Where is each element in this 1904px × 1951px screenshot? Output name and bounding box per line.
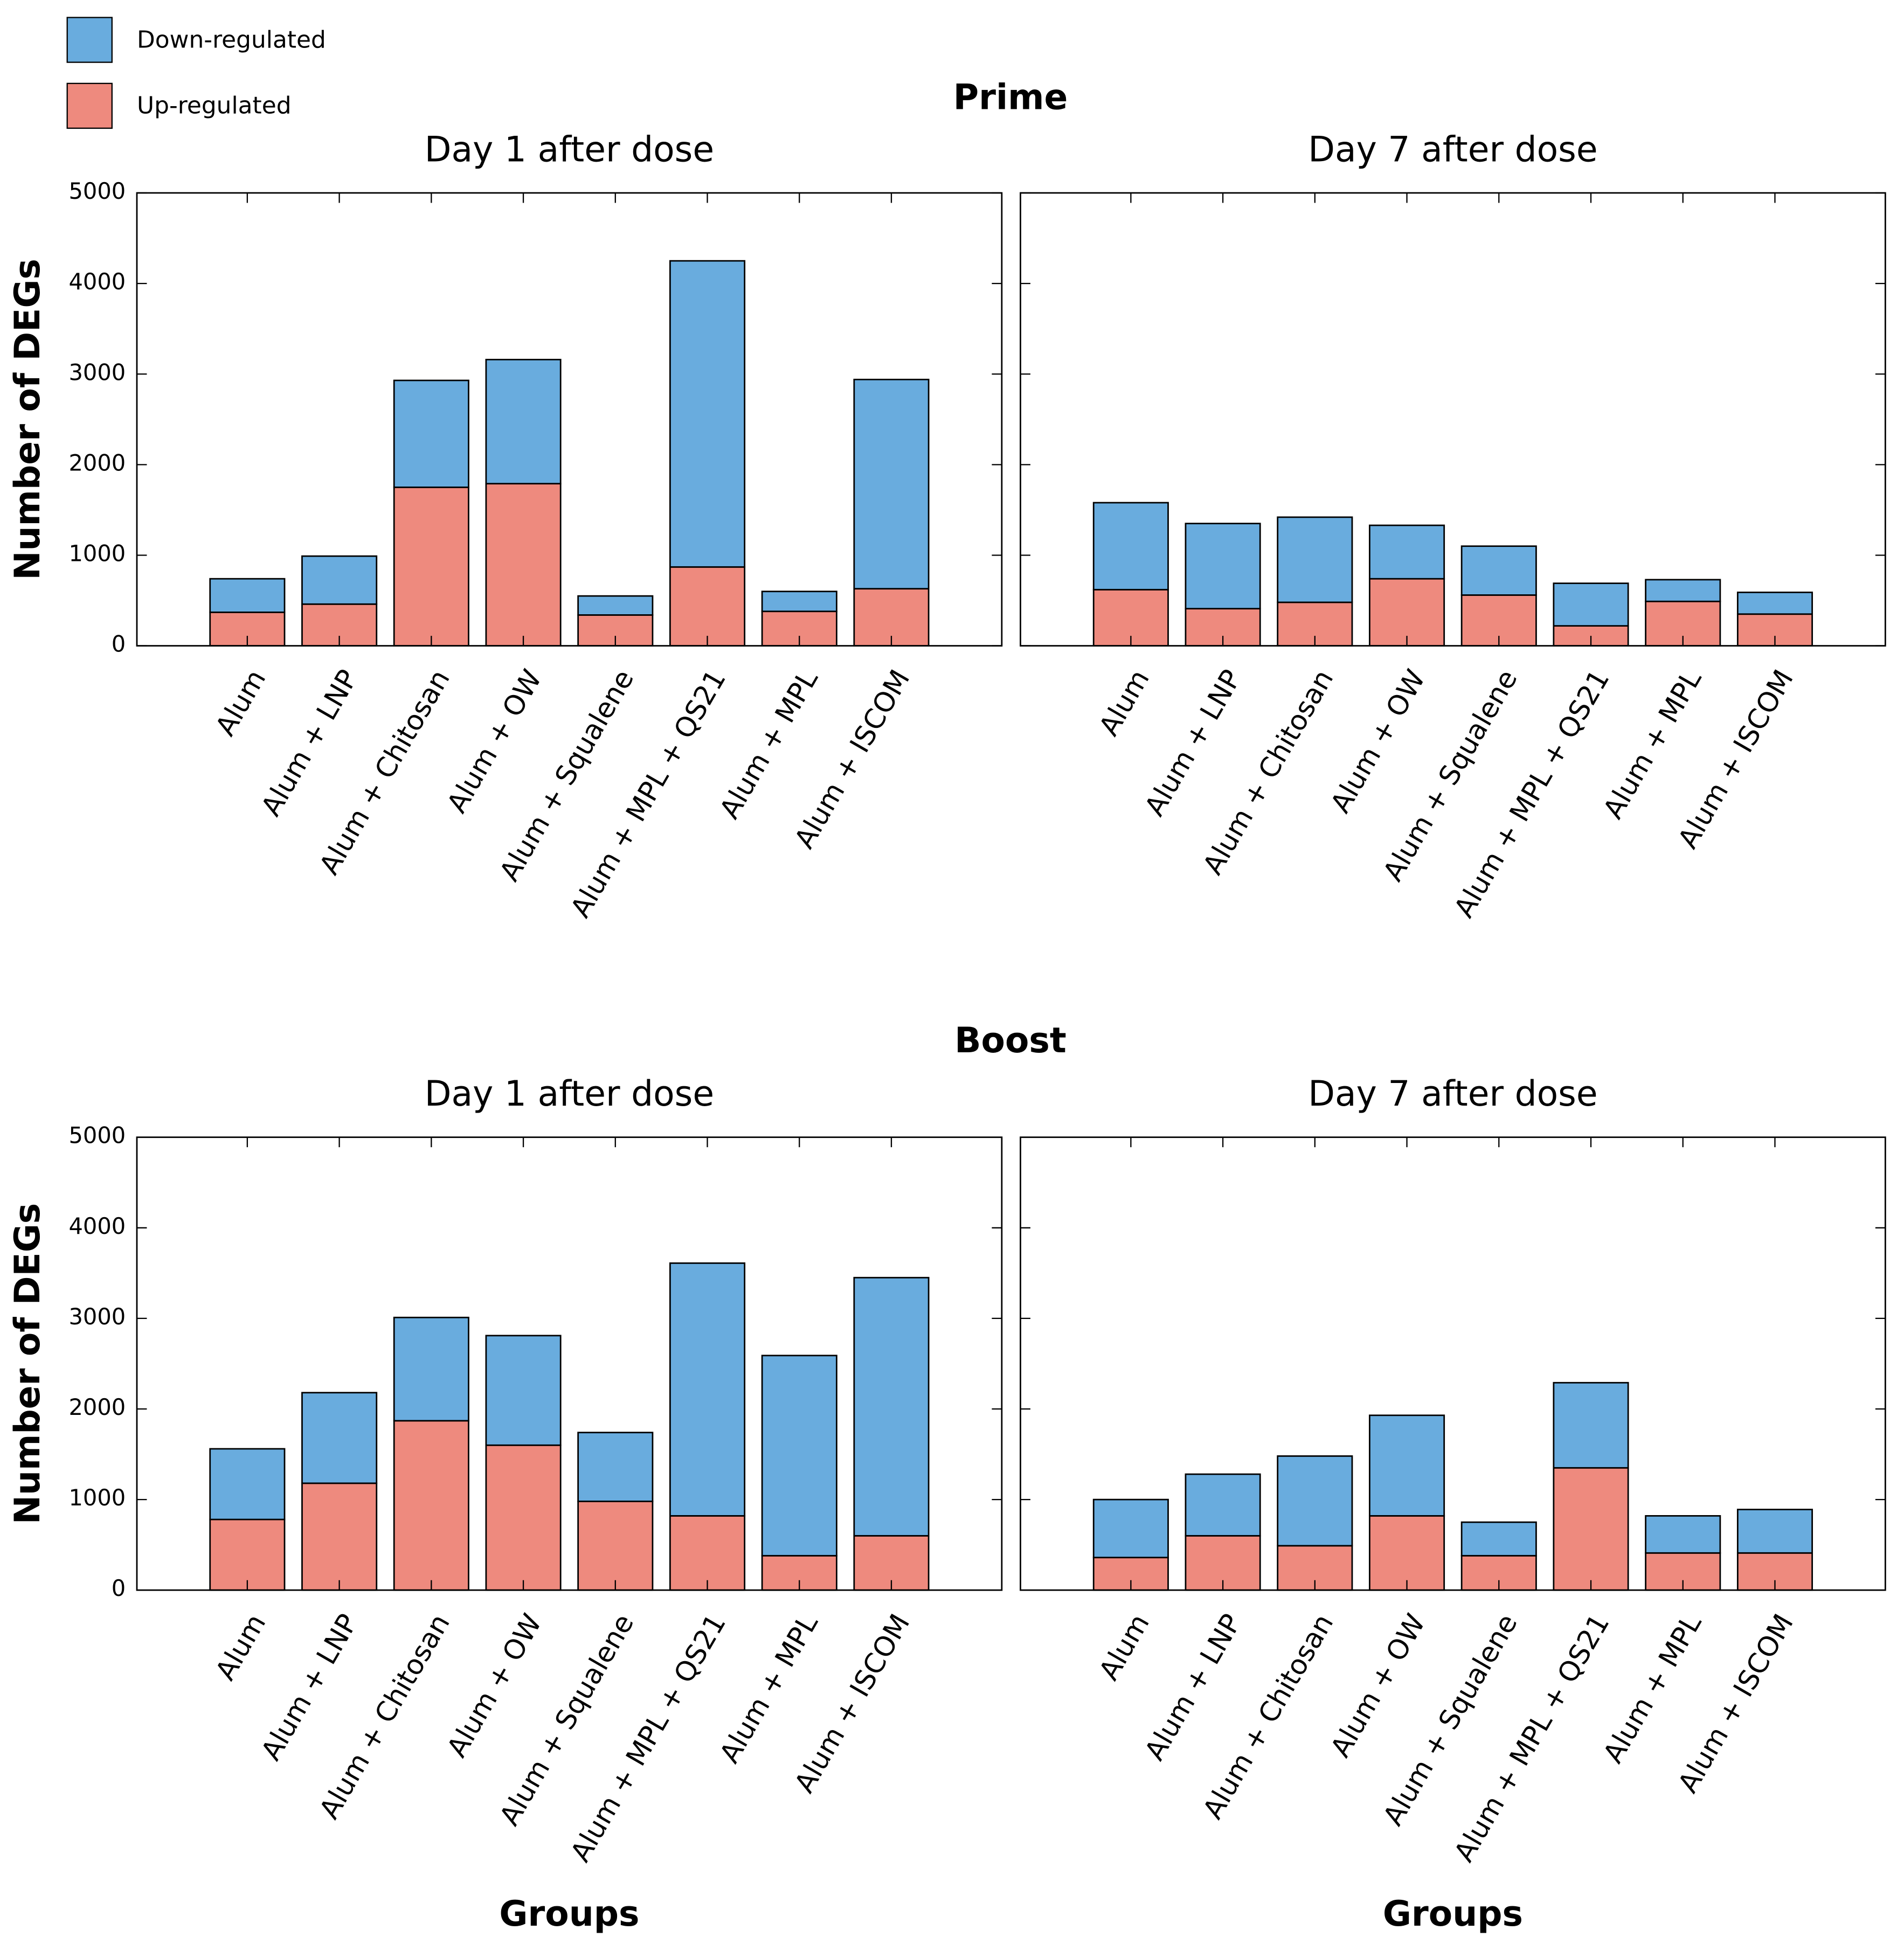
y-tick-label: 2000 [68,1394,126,1420]
bar-segment [669,1262,746,1517]
plot-frame [136,1136,1003,1591]
plot-frame [1020,1136,1886,1591]
y-tick-label: 0 [112,631,126,657]
y-tick-label: 4000 [68,268,126,295]
x-tick-label: Alum + LNP [1138,664,1247,821]
plot-title: Day 7 after dose [1308,1074,1597,1114]
bar-segment [1277,516,1353,603]
x-tick-label: Alum + MPL [1597,664,1708,824]
legend-label: Down-regulated [137,26,326,53]
x-tick-label: Alum [1093,1609,1155,1686]
section-title: Prime [953,77,1068,117]
plot-frame [1020,192,1886,647]
bar-segment [1645,579,1721,602]
bar-segment [1369,524,1445,580]
legend-label: Up-regulated [137,92,292,120]
bar-segment [301,555,378,605]
y-tick-label: 2000 [68,449,126,476]
x-tick-label: Alum [209,664,272,741]
bar-segment [301,1392,378,1484]
bar-segment [1092,1498,1169,1559]
bar-segment [1460,1521,1537,1557]
bar-segment [1369,1515,1445,1591]
y-tick-label: 0 [112,1575,126,1601]
bar-segment [577,1432,654,1502]
legend-swatch [66,82,113,129]
bar-segment [393,379,469,488]
plot-title: Day 7 after dose [1308,129,1597,170]
bar-segment [485,1444,562,1591]
bar-segment [1369,578,1445,647]
bar-segment [1185,523,1261,610]
y-tick-label: 1000 [68,1484,126,1511]
bar-segment [393,1420,469,1591]
y-tick-label: 3000 [68,1303,126,1330]
bar-segment [1553,1381,1629,1469]
bar-segment [669,1515,746,1591]
bar-segment [301,1482,378,1591]
x-tick-label: Alum + MPL [714,1608,825,1768]
bar-segment [1736,1509,1813,1554]
plot-frame [136,192,1003,647]
legend-swatch [66,17,113,63]
x-tick-label: Alum + LNP [255,664,364,821]
plot-title: Day 1 after dose [425,1074,714,1114]
bar-segment [393,1316,469,1422]
x-tick-label: Alum + OW [1324,664,1431,818]
bar-segment [393,487,469,647]
bar-segment [1369,1414,1445,1517]
bar-segment [1092,502,1169,591]
bar-segment [1277,1455,1353,1547]
x-tick-label: Alum + MPL [714,664,825,824]
x-tick-label: Alum [209,1609,272,1686]
x-tick-label: Alum + OW [441,1609,548,1763]
y-axis-label: Number of DEGs [8,1203,48,1524]
plot-title: Day 1 after dose [425,129,714,170]
bar-segment [761,591,837,613]
bar-segment [669,566,746,647]
y-tick-label: 5000 [68,1122,126,1149]
bar-segment [577,595,654,616]
bar-segment [1736,592,1813,615]
x-axis-label: Groups [499,1894,639,1934]
y-tick-label: 4000 [68,1213,126,1239]
bar-segment [1553,1467,1629,1591]
y-tick-label: 3000 [68,359,126,385]
bar-segment [1185,1473,1261,1537]
bar-segment [1460,545,1537,596]
bar-segment [853,1276,930,1537]
x-tick-label: Alum + OW [441,664,548,818]
y-tick-label: 1000 [68,540,126,566]
y-tick-label: 5000 [68,178,126,204]
bar-segment [209,1448,286,1520]
x-tick-label: Alum + MPL [1597,1608,1708,1768]
y-axis-label: Number of DEGs [8,259,48,580]
bar-segment [761,1355,837,1557]
x-tick-label: Alum + OW [1324,1609,1431,1763]
bar-segment [853,378,930,590]
x-tick-label: Alum [1093,664,1155,741]
bar-segment [485,483,562,647]
x-tick-label: Alum + LNP [1138,1609,1247,1766]
bar-segment [485,1335,562,1446]
bar-segment [485,358,562,485]
bar-segment [669,260,746,568]
bar-segment [1645,1515,1721,1554]
bar-segment [577,1501,654,1591]
x-axis-label: Groups [1383,1894,1523,1934]
section-title: Boost [954,1020,1066,1061]
bar-segment [209,1518,286,1591]
x-tick-label: Alum + LNP [255,1609,364,1766]
bar-segment [1553,582,1629,627]
bar-segment [209,578,286,613]
